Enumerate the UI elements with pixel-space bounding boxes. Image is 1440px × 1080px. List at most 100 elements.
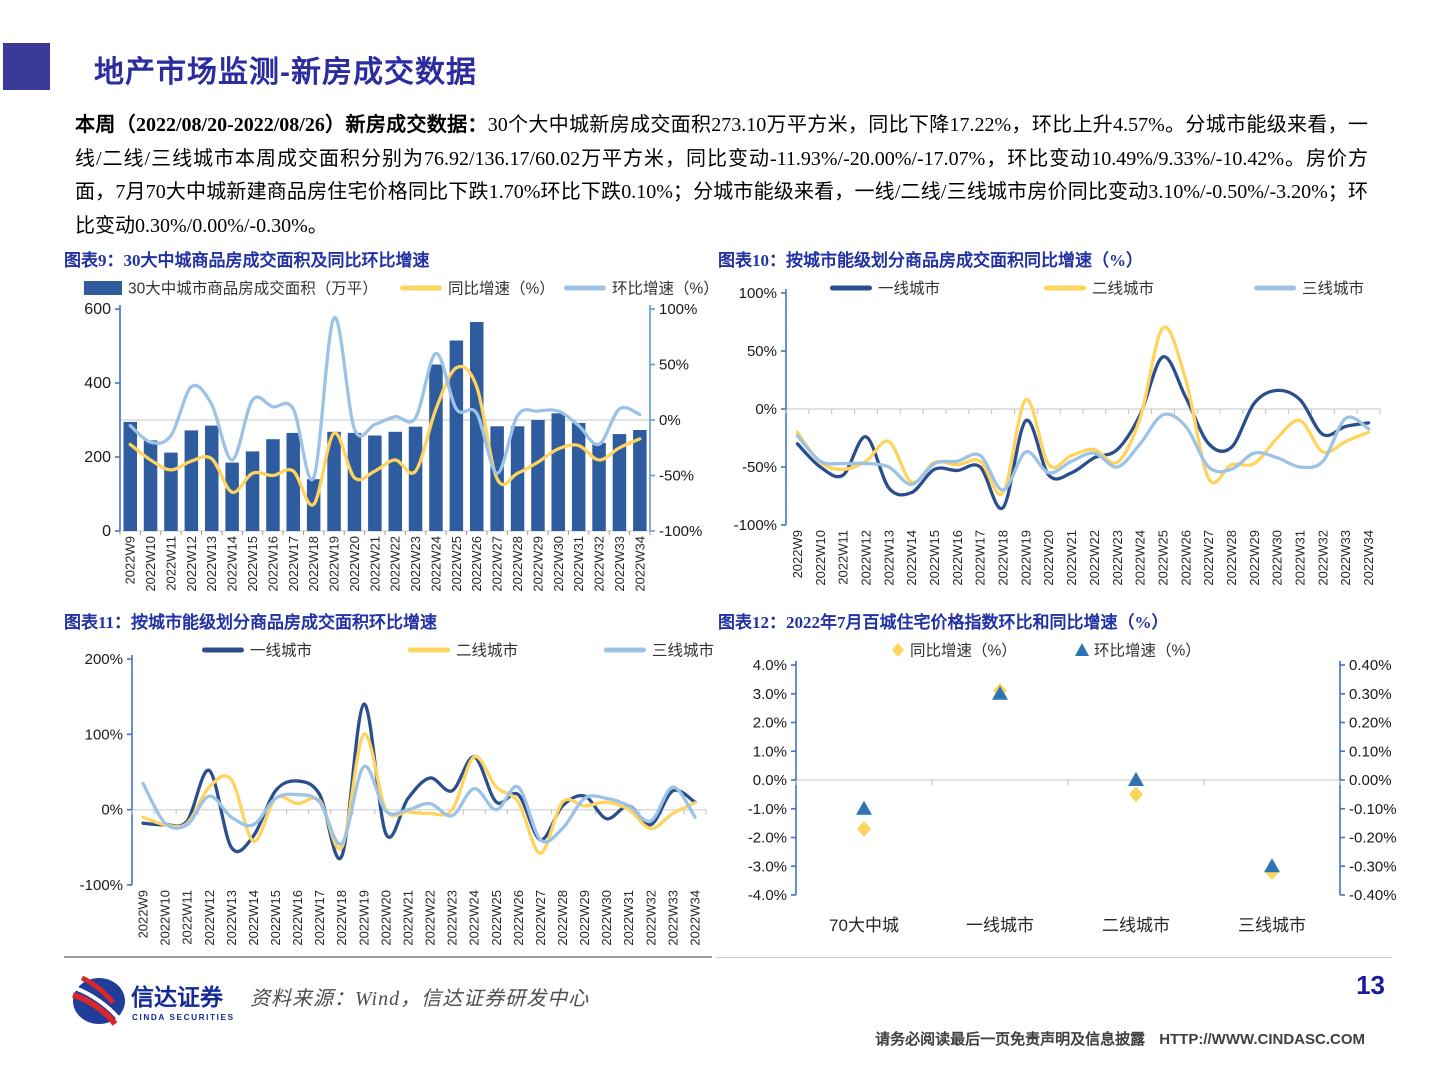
svg-text:3.0%: 3.0% bbox=[753, 686, 787, 703]
svg-text:2022W31: 2022W31 bbox=[621, 890, 636, 946]
svg-text:2022W23: 2022W23 bbox=[445, 890, 460, 946]
svg-text:2022W19: 2022W19 bbox=[327, 536, 342, 592]
svg-text:2022W18: 2022W18 bbox=[306, 536, 321, 592]
svg-text:2022W27: 2022W27 bbox=[533, 890, 548, 946]
svg-text:2022W22: 2022W22 bbox=[423, 890, 438, 946]
svg-text:-2.0%: -2.0% bbox=[748, 830, 787, 847]
svg-text:2022W17: 2022W17 bbox=[286, 536, 301, 592]
svg-text:2022W10: 2022W10 bbox=[813, 530, 828, 586]
svg-text:2022W20: 2022W20 bbox=[347, 536, 362, 592]
svg-text:环比增速（%）: 环比增速（%） bbox=[1094, 642, 1201, 660]
svg-text:2022W28: 2022W28 bbox=[555, 890, 570, 946]
svg-text:三线城市: 三线城市 bbox=[1302, 280, 1364, 298]
svg-text:2022W20: 2022W20 bbox=[378, 890, 393, 946]
chart-9-canvas: 0 200 400 600 -100% -50% 0% 50% 100% 2022W9 2022W1… bbox=[64, 273, 719, 605]
svg-text:2022W30: 2022W30 bbox=[551, 536, 566, 592]
svg-text:一线城市: 一线城市 bbox=[250, 642, 312, 660]
svg-text:2022W34: 2022W34 bbox=[632, 536, 647, 592]
svg-text:2022W32: 2022W32 bbox=[592, 536, 607, 592]
svg-text:-100%: -100% bbox=[659, 523, 702, 540]
svg-text:2022W14: 2022W14 bbox=[904, 530, 919, 586]
svg-text:1.0%: 1.0% bbox=[753, 743, 787, 760]
svg-text:0.00%: 0.00% bbox=[1349, 772, 1392, 789]
svg-text:2022W12: 2022W12 bbox=[184, 536, 199, 592]
svg-text:2022W21: 2022W21 bbox=[367, 536, 382, 592]
svg-text:2022W30: 2022W30 bbox=[599, 890, 614, 946]
chart-figure-9: 图表9：30大中城商品房成交面积及同比环比增速 0 200 400 600 -100% -… bbox=[64, 246, 719, 605]
intro-paragraph: 本周（2022/08/20-2022/08/26）新房成交数据：30个大中城新房… bbox=[75, 109, 1368, 243]
svg-text:70大中城: 70大中城 bbox=[829, 916, 899, 935]
svg-text:2022W15: 2022W15 bbox=[927, 530, 942, 586]
svg-text:2022W31: 2022W31 bbox=[571, 536, 586, 592]
svg-text:100%: 100% bbox=[85, 726, 123, 743]
fig12-svg: -4.0% -3.0% -2.0% -1.0% 0.0% 1.0% 2.0% 3.0% 4.0%… bbox=[748, 642, 1397, 936]
svg-text:2022W20: 2022W20 bbox=[1041, 530, 1056, 586]
svg-text:600: 600 bbox=[84, 301, 111, 318]
fig10-svg: -100% -50% 0% 50% 100% 2022W9 2022W10 2022W11 20… bbox=[734, 280, 1381, 586]
svg-text:0.30%: 0.30% bbox=[1349, 686, 1392, 703]
svg-text:30大中城市商品房成交面积（万平）: 30大中城市商品房成交面积（万平） bbox=[128, 280, 378, 298]
svg-text:2022W24: 2022W24 bbox=[1133, 530, 1148, 586]
svg-text:50%: 50% bbox=[659, 357, 689, 374]
svg-text:三线城市: 三线城市 bbox=[652, 642, 714, 660]
svg-text:2022W28: 2022W28 bbox=[510, 536, 525, 592]
svg-text:2022W28: 2022W28 bbox=[1224, 530, 1239, 586]
svg-text:2022W27: 2022W27 bbox=[1201, 530, 1216, 586]
svg-text:2022W26: 2022W26 bbox=[511, 890, 526, 946]
svg-text:2022W16: 2022W16 bbox=[265, 536, 280, 592]
svg-text:2022W32: 2022W32 bbox=[1315, 530, 1330, 586]
cinda-logo-mark bbox=[72, 975, 125, 1026]
svg-text:200%: 200% bbox=[85, 651, 123, 668]
svg-text:2022W31: 2022W31 bbox=[1293, 530, 1308, 586]
svg-text:200: 200 bbox=[84, 449, 111, 466]
fig11-svg: -100% 0% 100% 200% 2022W9 2022W10 2022W11 2022W… bbox=[80, 642, 714, 946]
svg-text:2022W18: 2022W18 bbox=[334, 890, 349, 946]
svg-text:50%: 50% bbox=[747, 343, 777, 360]
svg-text:2022W29: 2022W29 bbox=[530, 536, 545, 592]
svg-text:2022W33: 2022W33 bbox=[612, 536, 627, 592]
svg-text:一线城市: 一线城市 bbox=[878, 280, 940, 298]
svg-text:2022W14: 2022W14 bbox=[246, 890, 261, 946]
chart-11-title: 图表11：按城市能级划分商品房成交面积环比增速 bbox=[64, 613, 438, 632]
cinda-logo: 信达证券 CINDA SECURITIES bbox=[72, 975, 233, 1026]
svg-text:2022W16: 2022W16 bbox=[290, 890, 305, 946]
svg-text:2.0%: 2.0% bbox=[753, 715, 787, 732]
svg-text:-0.30%: -0.30% bbox=[1349, 858, 1397, 875]
svg-text:2022W26: 2022W26 bbox=[1178, 530, 1193, 586]
svg-text:2022W24: 2022W24 bbox=[467, 890, 482, 946]
svg-text:0.20%: 0.20% bbox=[1349, 715, 1392, 732]
svg-text:2022W10: 2022W10 bbox=[158, 890, 173, 946]
chart-12-title: 图表12：2022年7月百城住宅价格指数环比和同比增速（%） bbox=[718, 613, 1169, 632]
svg-text:三线城市: 三线城市 bbox=[1238, 916, 1306, 935]
svg-text:2022W22: 2022W22 bbox=[1087, 530, 1102, 586]
svg-text:-0.40%: -0.40% bbox=[1349, 887, 1397, 904]
svg-text:2022W12: 2022W12 bbox=[859, 530, 874, 586]
svg-text:2022W15: 2022W15 bbox=[268, 890, 283, 946]
svg-text:-100%: -100% bbox=[80, 877, 123, 894]
svg-text:2022W22: 2022W22 bbox=[388, 536, 403, 592]
svg-text:2022W32: 2022W32 bbox=[643, 890, 658, 946]
svg-text:2022W19: 2022W19 bbox=[1018, 530, 1033, 586]
svg-text:2022W25: 2022W25 bbox=[1156, 530, 1171, 586]
svg-text:-100%: -100% bbox=[734, 517, 777, 534]
svg-text:4.0%: 4.0% bbox=[753, 657, 787, 674]
source-note: 资料来源：Wind，信达证券研发中心 bbox=[250, 988, 590, 1010]
svg-text:2022W16: 2022W16 bbox=[950, 530, 965, 586]
svg-text:-0.20%: -0.20% bbox=[1349, 830, 1397, 847]
svg-text:-4.0%: -4.0% bbox=[748, 887, 787, 904]
svg-text:-50%: -50% bbox=[659, 468, 694, 485]
svg-text:二线城市: 二线城市 bbox=[456, 642, 518, 660]
chart-figure-12: 图表12：2022年7月百城住宅价格指数环比和同比增速（%） -4.0% -3.0… bbox=[718, 608, 1397, 947]
chart-figure-11: 图表11：按城市能级划分商品房成交面积环比增速 -100% 0% 100% 200% 2… bbox=[64, 608, 716, 967]
svg-text:2022W29: 2022W29 bbox=[577, 890, 592, 946]
svg-text:2022W33: 2022W33 bbox=[1338, 530, 1353, 586]
svg-text:2022W17: 2022W17 bbox=[312, 890, 327, 946]
disclaimer-text: 请务必阅读最后一页免责声明及信息披露 bbox=[875, 1031, 1146, 1048]
svg-text:0.40%: 0.40% bbox=[1349, 657, 1392, 674]
website-text: HTTP://WWW.CINDASC.COM bbox=[1159, 1031, 1365, 1048]
intro-bold-lead: 本周（2022/08/20-2022/08/26）新房成交数据： bbox=[75, 114, 488, 136]
svg-text:2022W33: 2022W33 bbox=[665, 890, 680, 946]
svg-text:2022W25: 2022W25 bbox=[449, 536, 464, 592]
svg-text:2022W26: 2022W26 bbox=[469, 536, 484, 592]
page-number: 13 bbox=[1356, 970, 1385, 1000]
